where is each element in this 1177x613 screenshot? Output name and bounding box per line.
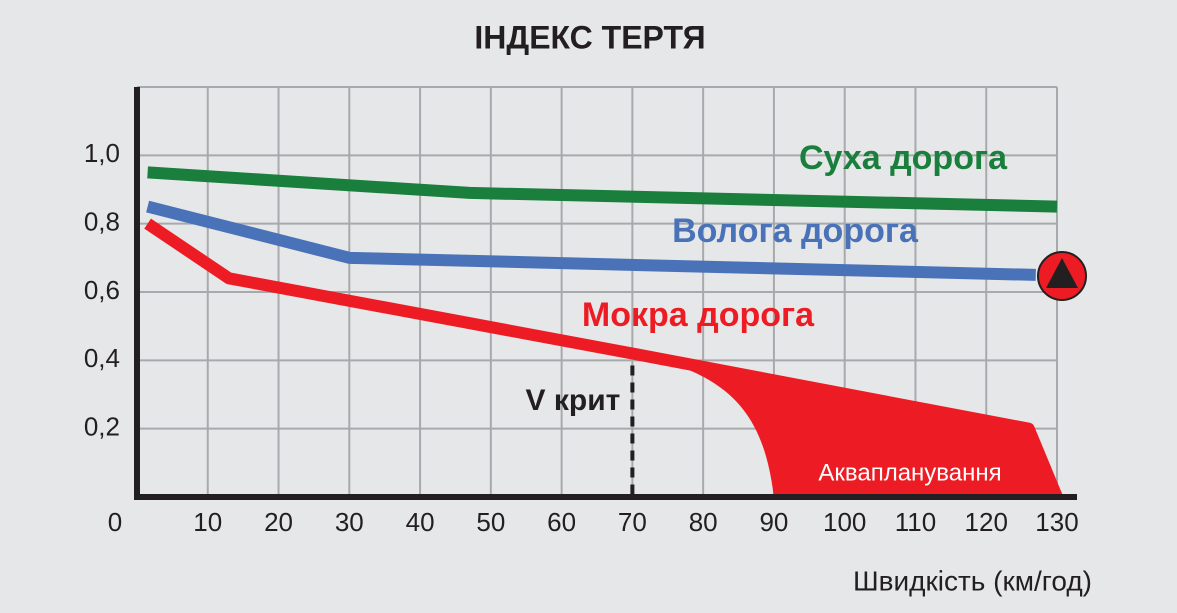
logo-mark xyxy=(1046,258,1078,288)
x-tick-label: 10 xyxy=(193,507,222,537)
aquaplaning-area xyxy=(632,353,1057,497)
x-axis-label: Швидкість (км/год) xyxy=(853,565,1092,596)
vcrit-label: V крит xyxy=(526,384,621,417)
series-label: Суха дорога xyxy=(799,139,1008,177)
x-tick-label: 0 xyxy=(108,507,122,537)
y-tick-label: 1,0 xyxy=(84,138,120,168)
x-tick-label: 50 xyxy=(476,507,505,537)
x-tick-label: 130 xyxy=(1035,507,1078,537)
x-tick-label: 60 xyxy=(547,507,576,537)
chart-title: ІНДЕКС ТЕРТЯ xyxy=(474,19,705,55)
y-tick-label: 0,4 xyxy=(84,343,120,373)
x-tick-label: 40 xyxy=(406,507,435,537)
x-tick-label: 20 xyxy=(264,507,293,537)
series-label: Волога дорога xyxy=(672,212,919,250)
series-line xyxy=(146,200,1036,281)
series-line xyxy=(144,218,1063,500)
x-tick-label: 30 xyxy=(335,507,364,537)
y-tick-label: 0,8 xyxy=(84,207,120,237)
series-label: Мокра дорога xyxy=(582,296,815,334)
x-tick-label: 120 xyxy=(965,507,1008,537)
x-tick-label: 100 xyxy=(823,507,866,537)
x-tick-label: 90 xyxy=(759,507,788,537)
y-tick-label: 0,2 xyxy=(84,412,120,442)
x-tick-label: 110 xyxy=(895,507,936,537)
y-tick-label: 0,6 xyxy=(84,275,120,305)
x-tick-label: 80 xyxy=(689,507,718,537)
aquaplaning-label: Аквапланування xyxy=(818,459,1001,486)
x-tick-label: 70 xyxy=(618,507,647,537)
series-line xyxy=(147,166,1058,213)
